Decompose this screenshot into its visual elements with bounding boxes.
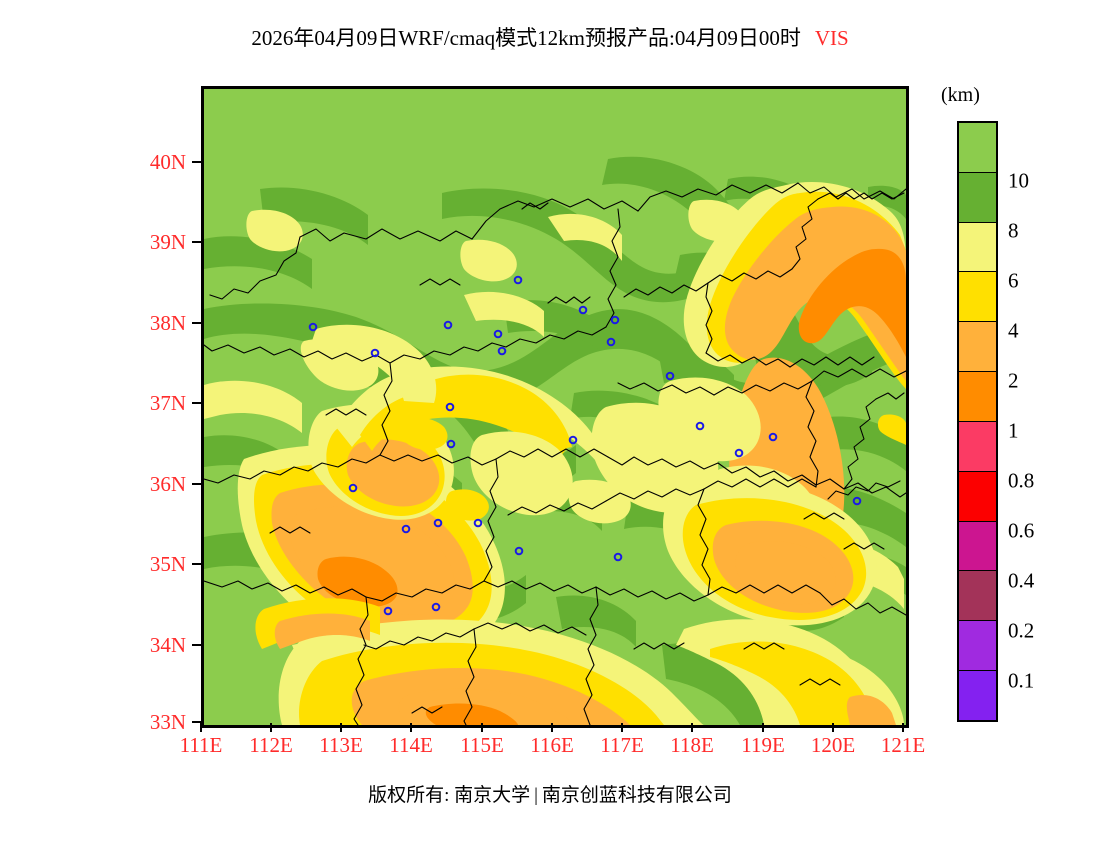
colorbar-tick-2: 2 [1008, 368, 1019, 393]
visibility-contour-map [204, 89, 906, 725]
x-tick-6 [621, 723, 623, 732]
colorbar-band-6-8 [959, 222, 996, 273]
copyright-footer: 版权所有: 南京大学 | 南京创蓝科技有限公司 [0, 780, 1100, 807]
x-tick-8 [762, 723, 764, 732]
x-axis-label-117e: 117E [600, 733, 644, 757]
contour-1-2-ne [798, 248, 906, 357]
administrative-boundaries [204, 182, 906, 725]
colorbar-unit-label: (km) [941, 84, 980, 106]
colorbar-tick-01: 0.1 [1008, 668, 1035, 693]
footer-left-text: 版权所有: 南京大学 [368, 785, 531, 806]
colorbar[interactable] [957, 121, 998, 722]
station-marker-layer [308, 275, 862, 616]
colorbar-band-2-4 [959, 322, 996, 373]
x-tick-4 [481, 723, 483, 732]
y-axis-label-33n: 33N [149, 710, 186, 734]
y-axis-label-36n: 36N [149, 472, 186, 496]
colorbar-tick-04: 0.4 [1008, 568, 1035, 593]
colorbar-band-08-1 [959, 421, 996, 472]
x-axis-label-112e: 112E [249, 733, 293, 757]
y-axis-label-38n: 38N [149, 311, 186, 335]
y-tick-7 [192, 721, 201, 723]
y-tick-2 [192, 322, 201, 324]
x-tick-7 [691, 723, 693, 732]
colorbar-tick-8: 8 [1008, 218, 1019, 243]
x-axis-label-121e: 121E [880, 733, 926, 757]
colorbar-tick-6: 6 [1008, 268, 1019, 293]
y-tick-4 [192, 483, 201, 485]
y-axis-label-40n: 40N [149, 150, 186, 174]
x-axis-label-114e: 114E [389, 733, 433, 757]
colorbar-band-8-10 [959, 172, 996, 223]
colorbar-band-06-08 [959, 471, 996, 522]
page-title: 2026年04月09日WRF/cmaq模式12km预报产品:04月09日00时 V… [0, 22, 1100, 52]
colorbar-tick-1: 1 [1008, 418, 1019, 443]
y-tick-0 [192, 161, 201, 163]
colorbar-tick-06: 0.6 [1008, 518, 1035, 543]
x-axis-label-111e: 111E [179, 733, 223, 757]
colorbar-band-above-10 [959, 123, 996, 173]
colorbar-tick-10: 10 [1008, 168, 1029, 193]
colorbar-band-02-04 [959, 571, 996, 622]
colorbar-tick-08: 0.8 [1008, 468, 1035, 493]
x-tick-9 [832, 723, 834, 732]
colorbar-band-01-02 [959, 621, 996, 672]
colorbar-band-1-2 [959, 372, 996, 422]
x-axis-label-120e: 120E [810, 733, 856, 757]
colorbar-band-4-6 [959, 272, 996, 323]
footer-right-text: 南京创蓝科技有限公司 [541, 785, 732, 806]
x-tick-10 [902, 723, 904, 732]
map-plot-area[interactable] [201, 86, 909, 728]
y-axis-label-37n: 37N [149, 391, 186, 415]
x-axis-label-119e: 119E [741, 733, 785, 757]
colorbar-band-04-06 [959, 521, 996, 572]
x-tick-1 [270, 723, 272, 732]
y-axis-label-39n: 39N [149, 230, 186, 254]
x-tick-0 [200, 723, 202, 732]
x-axis-label-115e: 115E [460, 733, 504, 757]
colorbar-tick-4: 4 [1008, 318, 1019, 343]
contour-fill-layer [204, 89, 906, 725]
x-axis-label-118e: 118E [670, 733, 714, 757]
y-tick-6 [192, 644, 201, 646]
title-main-text: 2026年04月09日WRF/cmaq模式12km预报产品:04月09日00时 [251, 26, 801, 50]
y-axis-label-35n: 35N [149, 552, 186, 576]
colorbar-band-below-01 [959, 671, 996, 720]
x-axis-label-113e: 113E [319, 733, 363, 757]
x-tick-2 [340, 723, 342, 732]
x-tick-3 [410, 723, 412, 732]
y-axis-label-34n: 34N [149, 633, 186, 657]
y-tick-1 [192, 241, 201, 243]
y-tick-3 [192, 402, 201, 404]
y-tick-5 [192, 563, 201, 565]
footer-separator: | [534, 785, 538, 806]
x-axis-label-116e: 116E [530, 733, 574, 757]
colorbar-tick-02: 0.2 [1008, 618, 1035, 643]
x-tick-5 [551, 723, 553, 732]
contour-1-2-henan [425, 703, 518, 725]
title-variable-label: VIS [814, 26, 849, 50]
